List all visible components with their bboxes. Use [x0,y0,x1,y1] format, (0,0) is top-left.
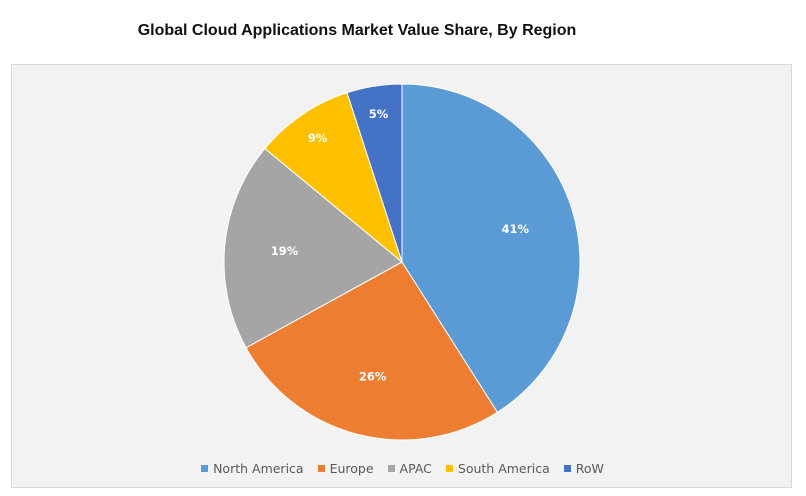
pie-slice-apac [223,147,403,349]
pie-slice-south-america [264,92,404,264]
pie-data-labels: 41% 26% 19% 9% 5% [271,107,530,383]
legend-swatch-south-america [445,465,453,472]
pie-slice-north-america [401,83,581,413]
legend-swatch-apac [387,465,395,472]
legend-swatch-north-america [201,465,209,472]
legend-label-south-america: South America [457,461,550,476]
legend-swatch-row [563,465,571,472]
legend-item-europe: Europe [317,461,374,476]
chart-area: 41% 26% 19% 9% 5% North America Europe APAC … [11,64,792,488]
legend-item-south-america: South America [445,461,550,476]
legend-label-row: RoW [575,461,604,476]
pie-slices [223,83,581,441]
legend-label-europe: Europe [329,461,374,476]
data-label-row: 5% [369,107,389,121]
legend-item-row: RoW [563,461,604,476]
chart-legend: North America Europe APAC South America … [12,461,793,476]
pie-chart: 41% 26% 19% 9% 5% [223,83,581,441]
legend-item-apac: APAC [387,461,432,476]
legend-label-apac: APAC [399,461,432,476]
legend-swatch-europe [317,465,325,472]
data-label-north-america: 41% [502,222,530,236]
chart-title: Global Cloud Applications Market Value S… [137,22,577,39]
data-label-apac: 19% [271,244,299,258]
pie-slice-europe [245,261,499,441]
legend-label-north-america: North America [213,461,304,476]
legend-item-north-america: North America [201,461,304,476]
data-label-south-america: 9% [308,131,328,145]
data-label-europe: 26% [359,369,387,383]
pie-slice-row [346,83,403,263]
